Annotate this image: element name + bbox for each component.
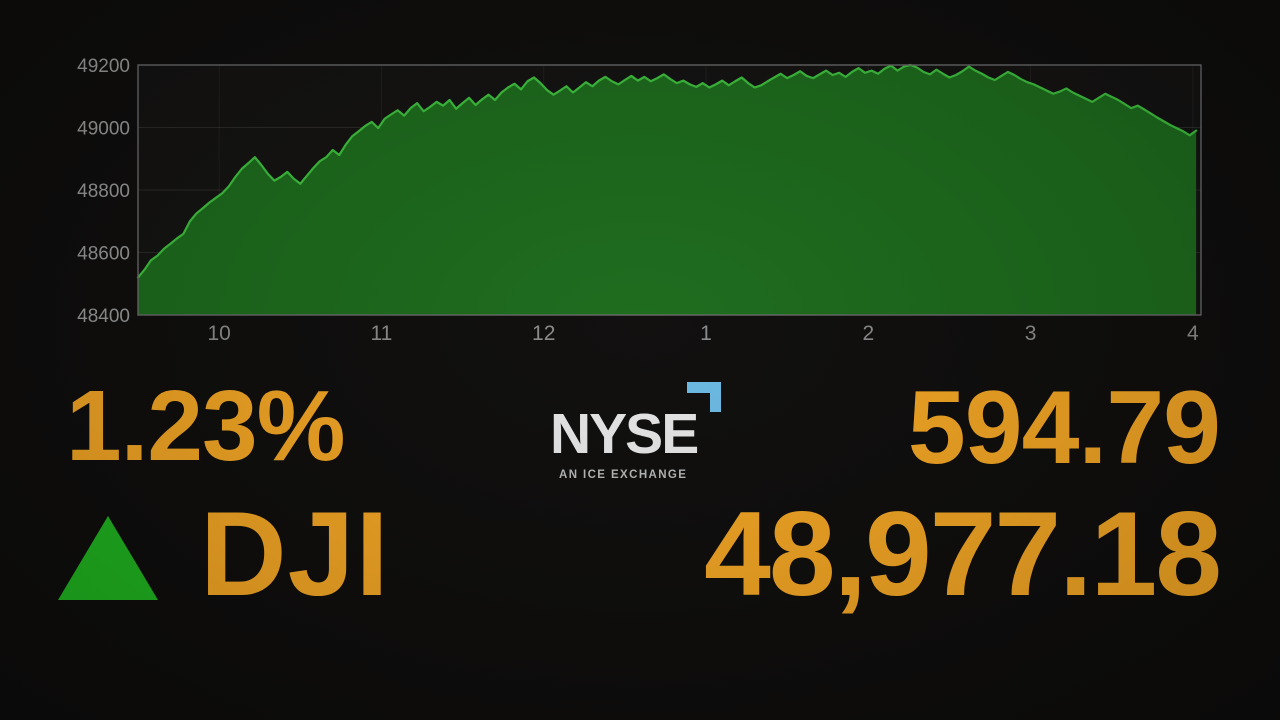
x-tick-label: 12 <box>532 322 555 345</box>
ticker-row-symbol: DJI 48,977.18 <box>0 494 1280 629</box>
index-symbol: DJI <box>200 487 390 621</box>
y-axis-labels: 49200 49000 48800 48600 48400 <box>77 56 130 327</box>
corner-bracket-icon <box>687 382 721 416</box>
y-tick-label: 48600 <box>77 244 130 265</box>
index-price-value: 48,977.18 <box>704 487 1222 621</box>
percent-change-value: 1.23% <box>66 370 346 482</box>
x-tick-label: 11 <box>371 322 393 345</box>
corner-bracket-top <box>687 382 721 393</box>
nyse-wordmark: NYSE <box>550 402 699 466</box>
area-fill <box>138 65 1197 315</box>
y-tick-label: 48400 <box>77 306 130 327</box>
corner-bracket-right <box>710 382 721 416</box>
ticker-row-change: 1.23% NYSE AN ICE EXCHANGE 594.79 <box>0 370 1280 492</box>
x-tick-label: 10 <box>207 322 230 345</box>
x-tick-label: 1 <box>700 322 712 345</box>
x-tick-label: 3 <box>1025 322 1037 345</box>
x-tick-label: 4 <box>1187 322 1199 345</box>
x-axis-labels: 10 11 12 1 2 3 4 <box>207 322 1199 345</box>
intraday-chart: 49200 49000 48800 48600 48400 10 11 12 1 2 3 4 <box>77 56 1202 345</box>
nyse-tagline: AN ICE EXCHANGE <box>559 469 688 481</box>
triangle-up-icon <box>58 516 158 600</box>
plot-frame <box>137 64 1202 316</box>
y-tick-label: 49200 <box>77 56 130 77</box>
nyse-logo: NYSE AN ICE EXCHANGE <box>548 382 728 481</box>
ticker-panel: 1.23% NYSE AN ICE EXCHANGE 594.79 DJI 48… <box>0 362 1280 720</box>
point-change-value: 594.79 <box>907 370 1221 486</box>
x-tick-label: 2 <box>862 322 874 345</box>
y-tick-label: 49000 <box>77 119 130 140</box>
series-line <box>136 63 1198 279</box>
y-tick-label: 48800 <box>77 181 130 202</box>
corner-bracket-notch <box>710 412 721 416</box>
